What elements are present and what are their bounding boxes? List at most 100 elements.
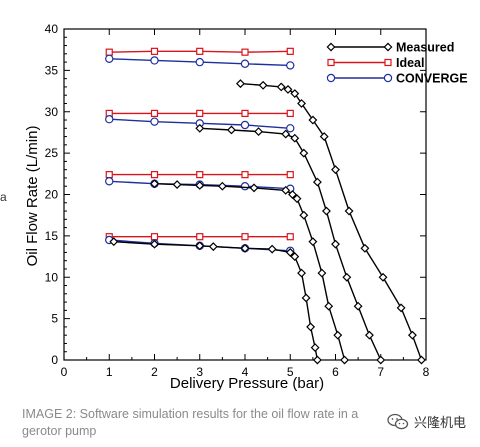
measured-point	[333, 330, 343, 340]
measured-point	[195, 123, 205, 133]
measured-point	[150, 239, 159, 249]
series-measured-1	[109, 237, 322, 365]
measured-point	[312, 355, 322, 365]
measured-point	[195, 241, 205, 251]
measured-point	[317, 268, 327, 278]
measured-point	[360, 243, 370, 253]
converge-point	[195, 57, 204, 67]
series-measured-2	[150, 179, 349, 365]
converge-point	[240, 59, 250, 68]
measured-point	[208, 242, 218, 252]
measured-point	[217, 181, 227, 191]
measured-point	[281, 185, 291, 195]
series-measured-3	[195, 123, 386, 365]
measured-point	[299, 210, 309, 220]
x-tick-label: 6	[332, 365, 339, 379]
x-tick-label: 1	[106, 365, 113, 379]
measured-point	[281, 129, 291, 139]
y-axis-label: Oil Flow Rate (L/min)	[24, 126, 41, 267]
measured-point	[236, 79, 245, 89]
x-tick-label: 3	[196, 365, 203, 379]
y-tick-label: 10	[45, 270, 59, 284]
ideal-point	[196, 109, 204, 118]
x-tick-label: 0	[61, 365, 68, 379]
ideal-point	[150, 109, 159, 118]
series-ideal-1	[105, 233, 294, 241]
ideal-point	[196, 171, 204, 179]
legend-label: Measured	[396, 41, 454, 55]
series-line	[154, 183, 346, 361]
ideal-point	[286, 171, 294, 179]
measured-point	[240, 243, 250, 253]
series-measured-4	[236, 79, 426, 365]
watermark-text: 兴隆机电	[413, 416, 466, 431]
measured-point	[417, 355, 426, 365]
measured-point	[306, 322, 316, 332]
measured-point	[195, 180, 205, 190]
measured-point	[283, 84, 293, 94]
measured-point	[326, 42, 336, 52]
measured-point	[312, 177, 322, 187]
converge-point	[240, 120, 250, 130]
measured-point	[344, 206, 354, 216]
x-tick-label: 8	[423, 365, 430, 379]
ideal-point	[286, 233, 294, 241]
ideal-point	[241, 48, 249, 56]
x-axis-label: Delivery Pressure (bar)	[170, 375, 324, 392]
measured-point	[290, 89, 300, 98]
measured-point	[290, 252, 300, 262]
legend-label: CONVERGE	[396, 72, 468, 86]
measured-point	[353, 301, 363, 311]
measured-point	[297, 268, 307, 278]
measured-point	[364, 330, 374, 340]
ideal-point	[150, 171, 159, 179]
ideal-point	[105, 48, 113, 56]
series-ideal-2	[105, 171, 294, 179]
measured-point	[297, 99, 307, 108]
converge-point	[105, 114, 114, 124]
y-tick-label: 40	[45, 22, 59, 36]
y-tick-label: 0	[51, 353, 58, 367]
measured-point	[331, 239, 340, 249]
converge-point	[240, 182, 250, 191]
ideal-point	[196, 233, 204, 241]
ideal-point	[241, 109, 249, 118]
edge-mark: a	[0, 190, 7, 204]
measured-point	[299, 148, 309, 158]
converge-point	[286, 61, 295, 70]
wechat-icon	[387, 413, 409, 429]
ideal-point	[150, 233, 159, 241]
measured-point	[292, 194, 302, 204]
ideal-point	[150, 47, 159, 55]
y-tick-label: 5	[51, 312, 58, 326]
series-ideal-3	[105, 109, 294, 118]
measured-point	[331, 165, 340, 175]
axis-ticks: 0 1 2 3 4 5 6 7 8 0 5 10 15 20 25 30 35 40	[45, 22, 430, 379]
series-line	[240, 82, 423, 361]
converge-point	[150, 56, 159, 65]
ideal-point	[384, 58, 392, 67]
ideal-point	[105, 171, 113, 179]
watermark: 兴隆机电	[387, 412, 466, 431]
measured-point	[324, 301, 334, 311]
measured-point	[288, 190, 297, 199]
measured-point	[109, 237, 119, 247]
series-line	[113, 241, 319, 361]
x-tick-label: 7	[377, 365, 384, 379]
measured-point	[249, 183, 259, 193]
measured-point	[290, 133, 300, 143]
measured-point	[378, 272, 388, 282]
converge-point	[105, 177, 114, 186]
measured-point	[319, 132, 329, 142]
measured-point	[407, 330, 417, 340]
y-tick-label: 20	[45, 188, 59, 202]
measured-point	[254, 127, 264, 137]
measured-point	[310, 343, 320, 353]
converge-point	[326, 73, 336, 83]
measured-point	[267, 244, 277, 254]
legend-label: Ideal	[396, 56, 425, 70]
x-tick-label: 4	[242, 365, 249, 379]
measured-point	[172, 180, 182, 190]
converge-point	[383, 73, 393, 83]
